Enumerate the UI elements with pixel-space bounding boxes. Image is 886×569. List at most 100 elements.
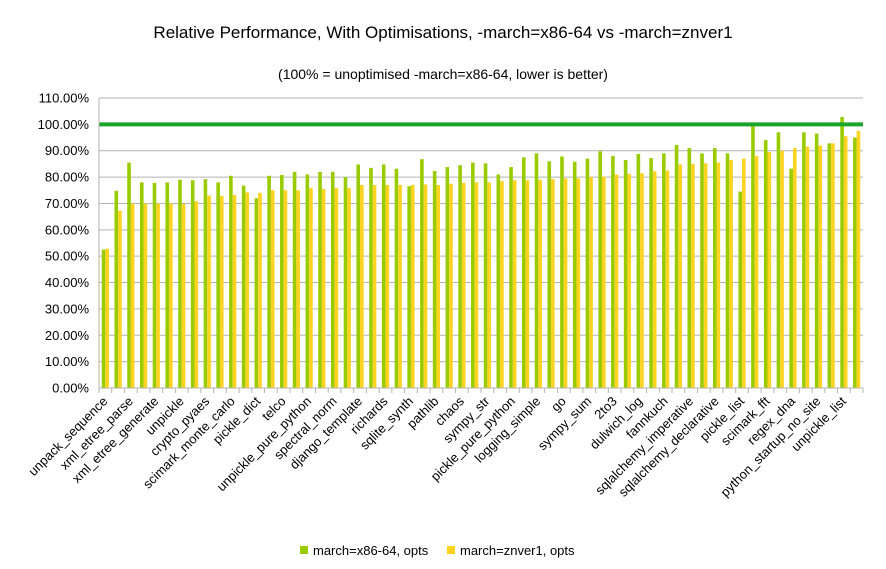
legend: march=x86-64, opts march=znver1, opts	[300, 543, 575, 558]
bar-x86-64	[649, 158, 653, 388]
bar-znver1	[449, 183, 453, 388]
bar-x86-64	[178, 179, 182, 388]
bar-x86-64	[814, 133, 819, 388]
bar-znver1	[856, 130, 861, 389]
bar-znver1	[665, 170, 670, 388]
bar-znver1	[474, 182, 479, 388]
y-axis-ticks: 0.00% 10.00% 20.00% 30.00% 40.00% 50.00% 60.00…	[38, 91, 90, 396]
y-tick-label: 80.00%	[45, 170, 90, 185]
bar-x86-64	[241, 185, 246, 388]
bar-x86-64	[458, 165, 462, 388]
bar-znver1	[296, 190, 300, 388]
bar-znver1	[729, 159, 733, 388]
bar-x86-64	[407, 186, 411, 388]
bars	[101, 116, 861, 389]
bar-x86-64	[305, 174, 310, 388]
bar-x86-64	[509, 167, 513, 388]
bar-znver1	[818, 145, 823, 388]
bar-x86-64	[763, 140, 768, 388]
bar-x86-64	[101, 249, 106, 388]
bar-x86-64	[547, 161, 552, 388]
bar-znver1	[398, 185, 402, 388]
bar-znver1	[716, 162, 721, 388]
bar-x86-64	[152, 182, 157, 388]
legend-label-x86-64: march=x86-64, opts	[313, 543, 429, 558]
bar-x86-64	[114, 190, 119, 388]
bar-znver1	[118, 210, 122, 388]
bar-znver1	[130, 203, 135, 388]
chart-subtitle: (100% = unoptimised -march=x86-64, lower…	[278, 66, 608, 82]
y-tick-label: 10.00%	[45, 354, 90, 369]
bar-znver1	[614, 174, 619, 388]
bar-znver1	[143, 203, 148, 388]
bar-x86-64	[394, 168, 399, 388]
legend-label-znver1: march=znver1, opts	[460, 543, 575, 558]
bar-x86-64	[853, 137, 857, 388]
bar-znver1	[601, 176, 606, 388]
y-tick-label: 40.00%	[45, 275, 90, 290]
bar-znver1	[589, 177, 593, 388]
bar-znver1	[372, 185, 377, 388]
bar-znver1	[767, 152, 772, 388]
y-tick-label: 60.00%	[45, 222, 90, 237]
bar-x86-64	[471, 162, 475, 388]
bar-x86-64	[827, 143, 832, 388]
axes	[98, 98, 864, 393]
bar-znver1	[640, 173, 644, 388]
y-tick-label: 30.00%	[45, 301, 90, 316]
bar-znver1	[385, 185, 390, 388]
bar-znver1	[512, 180, 517, 388]
bar-znver1	[245, 192, 250, 388]
bar-x86-64	[280, 174, 284, 388]
bar-x86-64	[127, 162, 131, 388]
bar-x86-64	[254, 198, 259, 388]
bar-x86-64	[840, 116, 844, 389]
bar-x86-64	[687, 148, 692, 388]
bar-x86-64	[216, 182, 220, 388]
bar-znver1	[321, 188, 326, 388]
bar-x86-64	[751, 124, 755, 388]
gridlines	[99, 97, 863, 389]
bar-znver1	[563, 178, 568, 388]
bar-znver1	[258, 192, 262, 388]
y-tick-label: 100.00%	[38, 117, 90, 132]
bar-x86-64	[636, 153, 641, 388]
bar-x86-64	[139, 182, 144, 388]
chart-title: Relative Performance, With Optimisations…	[153, 23, 732, 42]
bar-x86-64	[381, 164, 386, 388]
y-tick-label: 50.00%	[45, 249, 90, 264]
bar-znver1	[652, 171, 657, 388]
bar-znver1	[156, 203, 160, 388]
bar-znver1	[525, 180, 530, 388]
bar-znver1	[436, 185, 441, 388]
bar-x86-64	[483, 163, 488, 388]
bar-znver1	[410, 185, 415, 388]
x-axis-labels: unpack_sequencexml_etree_parsexml_etree_…	[25, 393, 849, 500]
y-tick-label: 90.00%	[45, 143, 90, 158]
bar-znver1	[780, 150, 784, 388]
bar-x86-64	[802, 132, 806, 388]
bar-znver1	[627, 173, 632, 388]
bar-x86-64	[738, 191, 743, 388]
bar-znver1	[792, 148, 797, 388]
bar-x86-64	[292, 171, 297, 388]
bar-x86-64	[534, 153, 539, 388]
bar-znver1	[181, 203, 186, 388]
bar-x86-64	[229, 175, 233, 388]
bar-znver1	[219, 196, 224, 388]
bar-x86-64	[611, 156, 615, 388]
bar-znver1	[742, 158, 746, 388]
bar-x86-64	[432, 171, 437, 388]
bar-znver1	[334, 188, 339, 388]
bar-znver1	[194, 201, 199, 388]
bar-x86-64	[598, 151, 602, 388]
bar-znver1	[461, 182, 466, 388]
bar-x86-64	[267, 175, 271, 388]
bar-x86-64	[585, 158, 590, 388]
y-tick-label: 0.00%	[52, 381, 89, 396]
bar-znver1	[500, 181, 504, 388]
legend-swatch-znver1	[447, 546, 455, 554]
bar-znver1	[843, 136, 848, 388]
bar-x86-64	[674, 144, 679, 388]
